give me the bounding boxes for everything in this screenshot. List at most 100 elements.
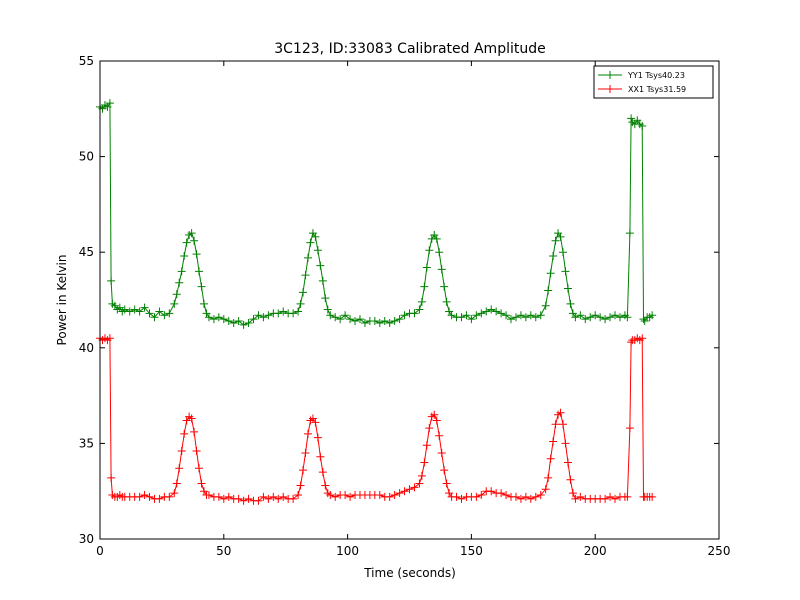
data-point (432, 416, 441, 425)
data-point (556, 232, 565, 241)
data-point (313, 433, 322, 442)
data-point (172, 290, 181, 299)
data-point (425, 424, 434, 433)
data-point (502, 491, 511, 500)
data-point (177, 447, 186, 456)
data-point (442, 479, 451, 488)
data-point (269, 492, 278, 501)
data-point (462, 311, 471, 320)
x-tick-label: 200 (584, 544, 607, 558)
data-point (120, 305, 129, 314)
data-point (511, 492, 520, 501)
data-point (180, 252, 189, 261)
data-point (190, 236, 199, 245)
data-point (385, 492, 394, 501)
data-point (219, 315, 228, 324)
data-point (351, 317, 360, 326)
data-point (165, 309, 174, 318)
data-point (326, 491, 335, 500)
data-point (457, 494, 466, 503)
data-point (425, 246, 434, 255)
data-point (581, 315, 590, 324)
data-point (289, 494, 298, 503)
x-tick-label: 0 (96, 544, 104, 558)
data-point (452, 492, 461, 501)
data-point (430, 410, 439, 419)
data-point (487, 305, 496, 314)
data-point (526, 494, 535, 503)
data-point (551, 236, 560, 245)
data-point (437, 265, 446, 274)
data-point (130, 305, 139, 314)
data-point (531, 492, 540, 501)
data-point (192, 250, 201, 259)
data-point (541, 485, 550, 494)
data-point (239, 320, 248, 329)
data-point (536, 311, 545, 320)
data-point (586, 313, 595, 322)
data-point (563, 458, 572, 467)
data-point (289, 309, 298, 318)
y-tick-label: 50 (79, 150, 94, 164)
data-point (477, 491, 486, 500)
data-point (561, 439, 570, 448)
data-point (482, 307, 491, 316)
data-point (279, 307, 288, 316)
data-point (566, 475, 575, 484)
data-point (422, 263, 431, 272)
data-point (336, 315, 345, 324)
y-tick-label: 35 (79, 436, 94, 450)
data-point (204, 313, 213, 322)
data-point (346, 315, 355, 324)
data-point (370, 317, 379, 326)
data-point (511, 313, 520, 322)
plot-area: 0 50 100 150 200 250 30 35 40 45 50 55 (79, 54, 731, 558)
data-point (385, 318, 394, 327)
data-point (107, 473, 116, 482)
legend-box (593, 65, 714, 99)
data-point (601, 494, 610, 503)
data-point (182, 238, 191, 247)
data-point (299, 466, 308, 475)
data-point (170, 299, 179, 308)
x-tick-label: 250 (708, 544, 731, 558)
data-point (390, 317, 399, 326)
data-point (487, 487, 496, 496)
data-point (229, 318, 238, 327)
legend: YY1 Tsys40.23 XX1 Tsys31.59 (593, 65, 714, 99)
y-tick-label: 30 (79, 532, 94, 546)
data-point (549, 437, 558, 446)
data-point (477, 309, 486, 318)
data-point (521, 492, 530, 501)
data-point (472, 492, 481, 501)
data-point (296, 299, 305, 308)
data-point (187, 229, 196, 238)
data-point (395, 315, 404, 324)
data-point (172, 479, 181, 488)
data-point (516, 494, 525, 503)
data-point (568, 489, 577, 498)
data-point (623, 313, 632, 322)
data-point (606, 492, 615, 501)
data-point (541, 301, 550, 310)
data-point (440, 282, 449, 291)
data-point (254, 311, 263, 320)
data-point (145, 492, 154, 501)
data-point (521, 313, 530, 322)
data-point (440, 466, 449, 475)
chart-title: 3C123, ID:33083 Calibrated Amplitude (274, 41, 545, 57)
data-point (341, 491, 350, 500)
data-point (316, 452, 325, 461)
data-point (507, 315, 516, 324)
data-point (375, 318, 384, 327)
data-point (301, 271, 310, 280)
data-point (175, 464, 184, 473)
data-point (294, 491, 303, 500)
data-point (420, 458, 429, 467)
data-point (209, 315, 218, 324)
data-point (107, 276, 116, 285)
data-point (318, 468, 327, 477)
plot-frame (99, 60, 720, 540)
